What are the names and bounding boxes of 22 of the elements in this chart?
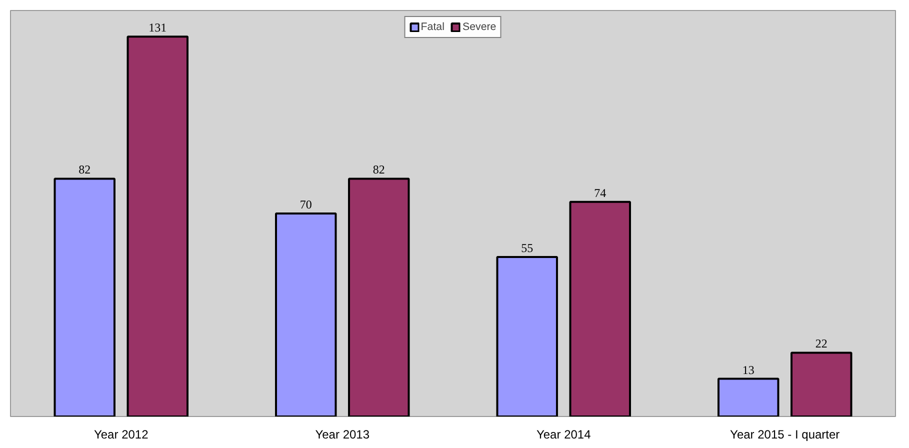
bar (718, 378, 780, 416)
legend-label: Severe (462, 21, 496, 33)
x-tick-label: Year 2014 (536, 428, 592, 442)
data-label: 82 (78, 162, 91, 177)
data-label: 13 (742, 362, 754, 377)
data-label: 55 (521, 241, 534, 255)
bar (569, 200, 631, 416)
bar (126, 36, 188, 416)
bar (348, 178, 410, 416)
bar (496, 256, 558, 416)
x-tick-label: Year 2012 (94, 428, 149, 442)
x-tick-label: Year 2013 (315, 428, 370, 442)
data-label: 70 (300, 198, 312, 212)
data-label: 22 (815, 336, 828, 351)
data-label: 74 (594, 186, 606, 200)
bar (275, 212, 337, 416)
data-label: 82 (372, 162, 385, 177)
x-tick-label: Year 2015 - I quarter (730, 428, 840, 442)
data-label: 131 (148, 20, 167, 35)
bar (790, 352, 852, 416)
legend-label: Fatal (420, 21, 444, 33)
bar (54, 178, 116, 416)
